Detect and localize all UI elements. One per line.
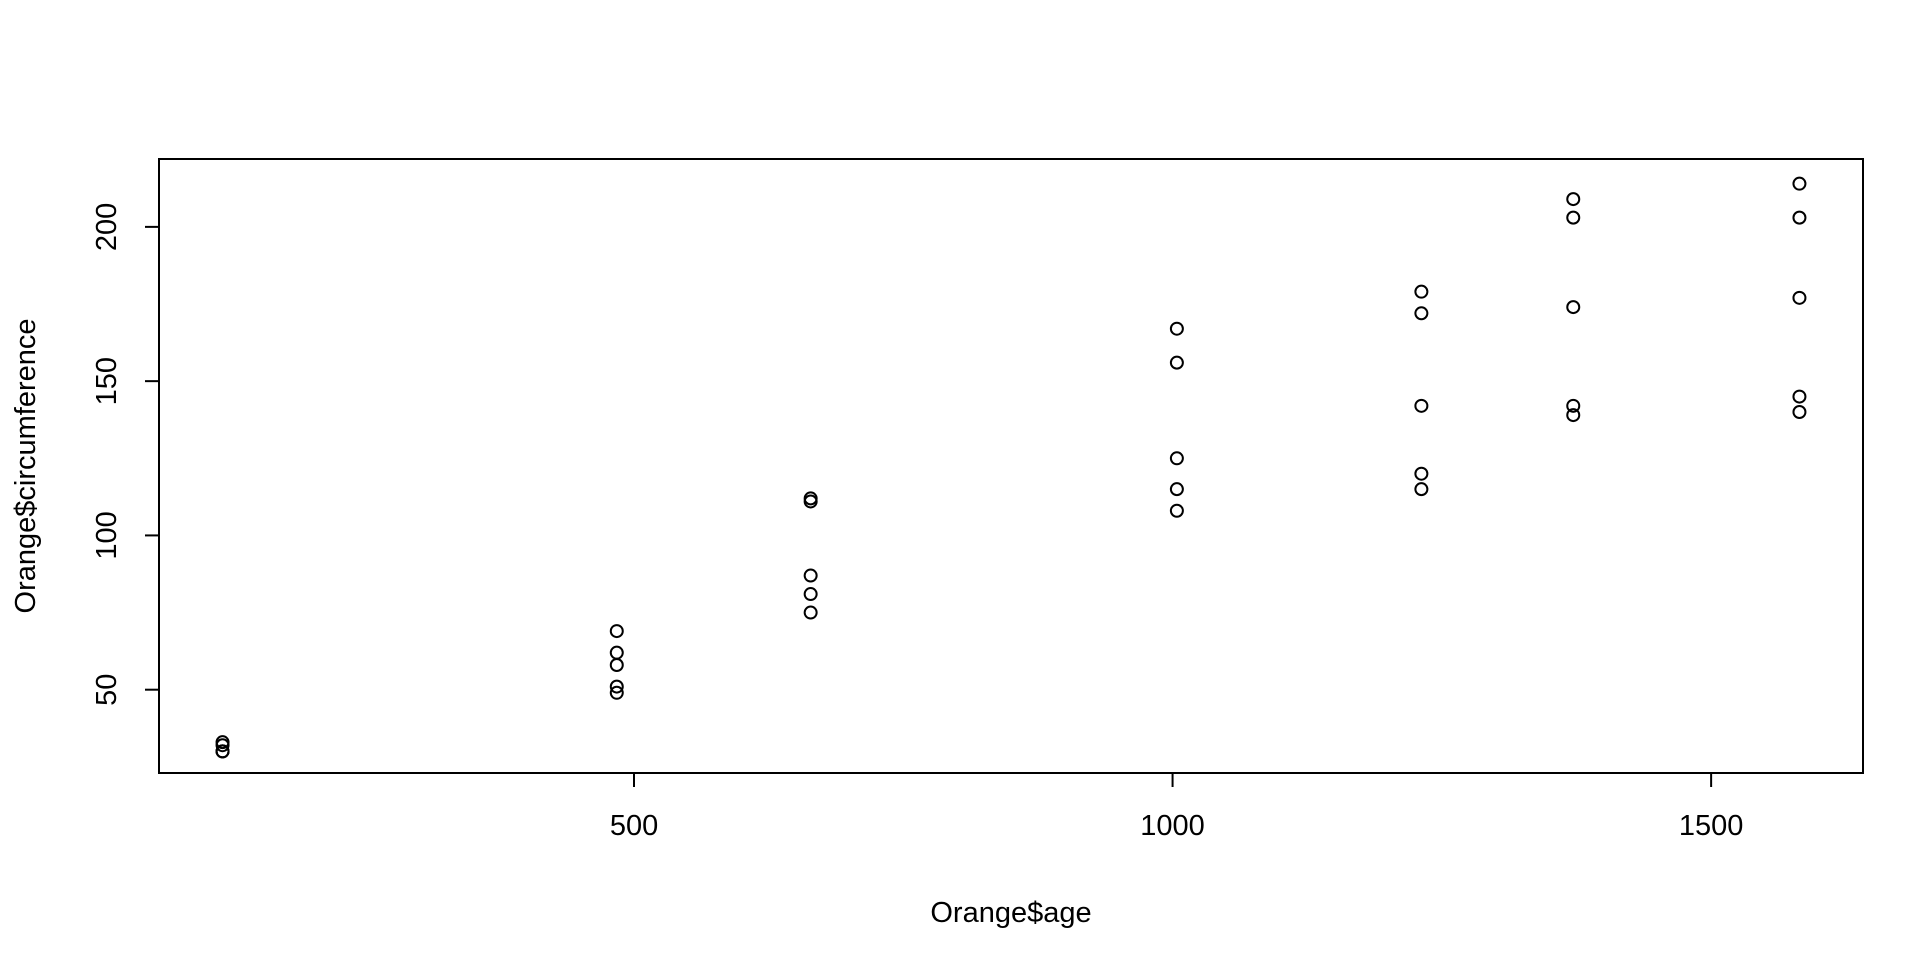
data-point [1169,482,1184,497]
data-point [609,685,624,700]
data-point [803,587,818,602]
data-point [1414,466,1429,481]
y-tick-label: 50 [91,674,123,706]
data-point [609,658,624,673]
data-point [1792,290,1807,305]
data-point [609,679,624,694]
x-axis: 500 1000 1500 [610,773,1744,842]
data-point [609,624,624,639]
data-point [1566,408,1581,423]
data-point [1566,300,1581,315]
data-point [1414,482,1429,497]
data-point [215,744,230,759]
y-tick-label: 150 [91,357,123,405]
data-point [1792,389,1807,404]
data-point [609,645,624,660]
data-point [1169,321,1184,336]
y-tick-label: 100 [91,511,123,559]
data-point [803,568,818,583]
data-point [803,491,818,506]
y-axis-label: Orange$circumference [10,319,42,614]
data-point [1792,210,1807,225]
data-point [1566,210,1581,225]
data-point [215,738,230,753]
data-point [1566,192,1581,207]
data-point [1414,398,1429,413]
data-point [1169,503,1184,518]
y-axis: 50 100 150 200 [91,203,159,706]
x-tick-label: 1500 [1679,810,1744,842]
data-point [803,605,818,620]
data-point [1414,284,1429,299]
data-points [215,176,1807,759]
x-tick-label: 1000 [1140,810,1205,842]
data-point [1792,405,1807,420]
x-axis-label: Orange$age [930,897,1091,929]
plot-frame [158,158,1864,774]
data-point [1566,398,1581,413]
y-tick-label: 200 [91,203,123,251]
data-point [1414,306,1429,321]
x-tick-label: 500 [610,810,658,842]
data-point [1792,176,1807,191]
data-point [1169,355,1184,370]
data-point [1169,451,1184,466]
